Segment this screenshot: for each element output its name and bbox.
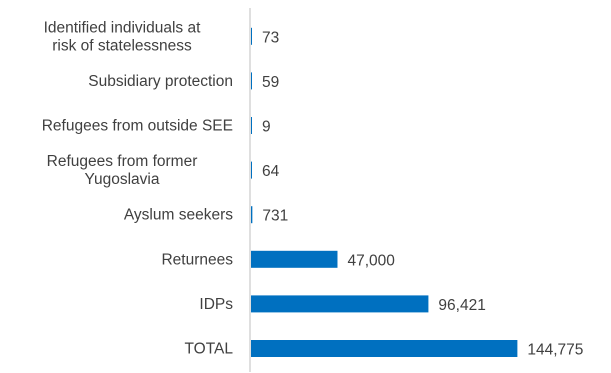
category-label: Subsidiary protection <box>88 73 233 90</box>
category-label: Refugees from outside SEE <box>42 118 233 135</box>
category-label: IDPs <box>199 296 233 313</box>
value-label: 144,775 <box>527 342 583 359</box>
value-label: 73 <box>262 29 279 46</box>
bars <box>251 27 518 357</box>
bar <box>251 72 252 90</box>
category-label: Ayslum seekers <box>124 207 233 224</box>
bar <box>251 161 252 179</box>
value-label: 731 <box>262 208 288 225</box>
value-label: 9 <box>262 119 271 136</box>
category-label: TOTAL <box>184 341 233 358</box>
value-label: 64 <box>262 163 280 180</box>
value-label: 96,421 <box>438 297 485 314</box>
bar <box>251 340 518 357</box>
value-label: 47,000 <box>347 252 395 269</box>
category-labels: Identified individuals at risk of statele… <box>42 19 234 357</box>
category-label: Returnees <box>161 251 233 268</box>
bar <box>251 250 338 268</box>
category-label: Refugees from former Yugoslavia <box>47 153 198 188</box>
category-label: Identified individuals at risk of statele… <box>44 19 202 54</box>
value-label: 59 <box>262 74 279 91</box>
value-labels: 73 59 9 64 731 47,000 96,421 144,775 <box>262 29 583 358</box>
bar <box>251 206 253 224</box>
bar <box>251 295 429 313</box>
bar <box>251 117 252 134</box>
bar <box>251 27 252 45</box>
